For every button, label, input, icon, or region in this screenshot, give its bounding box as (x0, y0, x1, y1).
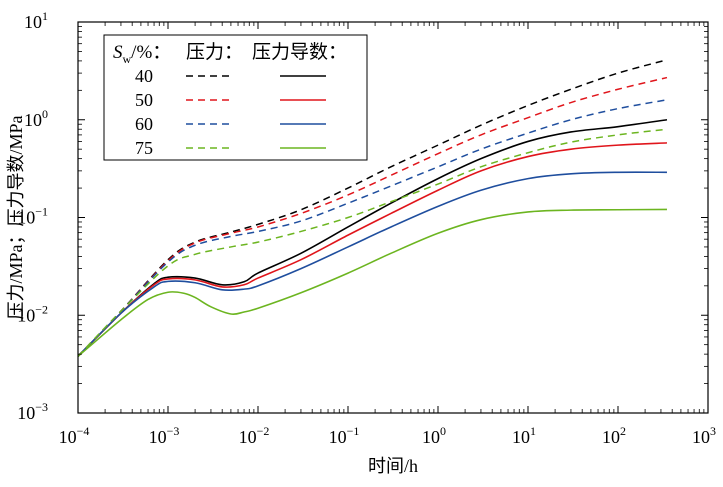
y-tick-label-base: 10 (17, 305, 35, 325)
derivative-curve-40 (77, 118, 668, 357)
y-tick-label-exp: −2 (35, 302, 48, 316)
y-tick-label-base: 10 (24, 110, 42, 130)
legend-header-derivative: 压力导数： (252, 41, 347, 63)
x-tick-label-exp: 2 (620, 424, 626, 438)
x-tick-label: 10−4 (59, 424, 90, 447)
y-tick-label: 10−2 (17, 302, 48, 325)
y-tick-label: 101 (24, 9, 48, 32)
x-tick-label-exp: −1 (347, 424, 360, 438)
x-tick-label-exp: −3 (167, 424, 180, 438)
y-tick-label: 10−1 (17, 205, 48, 228)
x-tick-label-base: 10 (149, 427, 167, 447)
x-tick-label-base: 10 (692, 427, 710, 447)
x-tick-label-exp: 1 (530, 424, 536, 438)
derivative-curve-50 (77, 142, 668, 357)
y-tick-label-exp: 0 (42, 107, 48, 121)
x-tick-label-base: 10 (329, 427, 347, 447)
x-tick-label: 10−1 (329, 424, 360, 447)
y-axis-label: 压力/MPa；压力导数/MPa (6, 115, 26, 319)
x-tick-label: 101 (512, 424, 536, 447)
legend-entry-label: 50 (135, 90, 153, 110)
legend-header-sub: w (123, 52, 132, 66)
legend-header-pressure: 压力： (186, 41, 243, 63)
legend: Sw/%： 压力： 压力导数： 40 50 60 75 (103, 34, 368, 161)
x-tick-label: 102 (602, 424, 626, 447)
pressure-curve-75 (77, 128, 668, 357)
x-tick-label: 10−3 (149, 424, 180, 447)
y-tick-label-base: 10 (17, 208, 35, 228)
x-tick-label-exp: 0 (440, 424, 446, 438)
legend-header-s: S (113, 42, 123, 63)
legend-header-symbol: Sw/%： (113, 42, 171, 66)
x-tick-label-exp: 3 (710, 424, 716, 438)
legend-entry-label: 75 (135, 138, 153, 158)
y-tick-label: 10−3 (17, 400, 48, 423)
legend-entry-label: 60 (135, 114, 153, 134)
pressure-curve-50 (77, 76, 668, 357)
plot-area (77, 59, 668, 357)
derivative-curve-75 (77, 208, 667, 357)
y-tick-label-exp: 1 (42, 9, 48, 23)
y-tick-label-base: 10 (24, 12, 42, 32)
x-axis-label: 时间/h (368, 456, 418, 476)
axes: 10−4 10−3 10−2 10−1 100 101 102 10310−310−210−1… (6, 9, 716, 476)
x-tick-label: 10−2 (239, 424, 270, 447)
legend-header-rest: /%： (131, 42, 171, 63)
y-tick-label: 100 (24, 107, 48, 130)
x-tick-label-base: 10 (602, 427, 620, 447)
x-tick-label-exp: −4 (77, 424, 90, 438)
x-tick-label-base: 10 (422, 427, 440, 447)
legend-box (103, 34, 368, 161)
y-tick-label-exp: −3 (35, 400, 48, 414)
x-tick-label-exp: −2 (257, 424, 270, 438)
x-tick-label-base: 10 (239, 427, 257, 447)
y-tick-label-exp: −1 (35, 205, 48, 219)
y-tick-label-base: 10 (17, 403, 35, 423)
x-tick-label: 103 (692, 424, 716, 447)
derivative-curve-60 (77, 171, 667, 357)
x-tick-label-base: 10 (512, 427, 530, 447)
x-tick-label-base: 10 (59, 427, 77, 447)
x-tick-label: 100 (422, 424, 446, 447)
pressure-curve-60 (77, 99, 668, 357)
pressure-curve-40 (77, 59, 668, 357)
legend-entry-label: 40 (135, 66, 153, 86)
